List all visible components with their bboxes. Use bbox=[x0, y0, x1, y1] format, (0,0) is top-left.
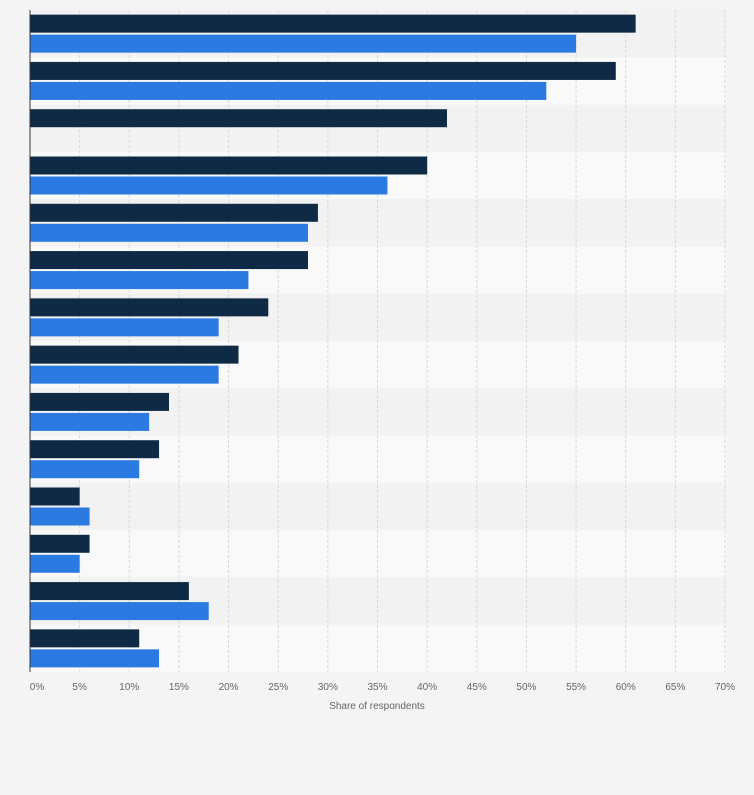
x-tick-label: 15% bbox=[169, 682, 189, 693]
bar-series-2[interactable] bbox=[30, 554, 80, 573]
bar-series-1[interactable] bbox=[30, 345, 239, 364]
bar-series-2[interactable] bbox=[30, 34, 577, 53]
bar-series-1[interactable] bbox=[30, 440, 160, 459]
bar-series-2[interactable] bbox=[30, 649, 160, 668]
x-tick-label: 55% bbox=[566, 682, 586, 693]
bar-series-2[interactable] bbox=[30, 365, 219, 384]
bar-series-1[interactable] bbox=[30, 534, 90, 553]
x-tick-label: 50% bbox=[516, 682, 536, 693]
bar-series-1[interactable] bbox=[30, 298, 269, 317]
bar-series-1[interactable] bbox=[30, 61, 616, 80]
bar-series-2[interactable] bbox=[30, 223, 308, 242]
x-tick-label: 5% bbox=[72, 682, 87, 693]
bar-series-2[interactable] bbox=[30, 176, 388, 195]
bar-series-1[interactable] bbox=[30, 14, 636, 33]
bar-series-2[interactable] bbox=[30, 318, 219, 337]
bar-series-2[interactable] bbox=[30, 602, 209, 621]
bar-series-2[interactable] bbox=[30, 412, 150, 431]
row-band bbox=[30, 482, 727, 531]
bar-series-1[interactable] bbox=[30, 582, 189, 601]
bars-group bbox=[30, 14, 636, 668]
row-band bbox=[30, 530, 727, 578]
x-tick-label: 20% bbox=[219, 682, 239, 693]
x-tick-label: 0% bbox=[30, 682, 45, 693]
bar-series-2[interactable] bbox=[30, 271, 249, 290]
x-tick-label: 35% bbox=[367, 682, 387, 693]
bar-series-1[interactable] bbox=[30, 629, 140, 648]
bar-series-1[interactable] bbox=[30, 156, 428, 175]
x-tick-label: 40% bbox=[417, 682, 437, 693]
x-tick-label: 65% bbox=[665, 682, 685, 693]
x-tick-label: 10% bbox=[119, 682, 139, 693]
bar-series-1[interactable] bbox=[30, 392, 169, 411]
x-axis-title: Share of respondents bbox=[329, 701, 425, 712]
bar-series-2[interactable] bbox=[30, 460, 140, 479]
x-tick-label: 45% bbox=[467, 682, 487, 693]
bar-series-2[interactable] bbox=[30, 81, 547, 100]
bar-series-1[interactable] bbox=[30, 203, 318, 222]
x-tick-label: 30% bbox=[318, 682, 338, 693]
x-tick-label: 70% bbox=[715, 682, 735, 693]
bar-series-1[interactable] bbox=[30, 487, 80, 506]
x-tick-label: 60% bbox=[616, 682, 636, 693]
bar-series-1[interactable] bbox=[30, 109, 447, 128]
x-tick-labels: 0% 5% 10% 15% 20% 25% 30% 35% 40% 45% 50% 55% 60% 65%… bbox=[30, 682, 735, 693]
x-tick-label: 25% bbox=[268, 682, 288, 693]
bar-series-2[interactable] bbox=[30, 507, 90, 526]
bar-series-1[interactable] bbox=[30, 251, 308, 270]
